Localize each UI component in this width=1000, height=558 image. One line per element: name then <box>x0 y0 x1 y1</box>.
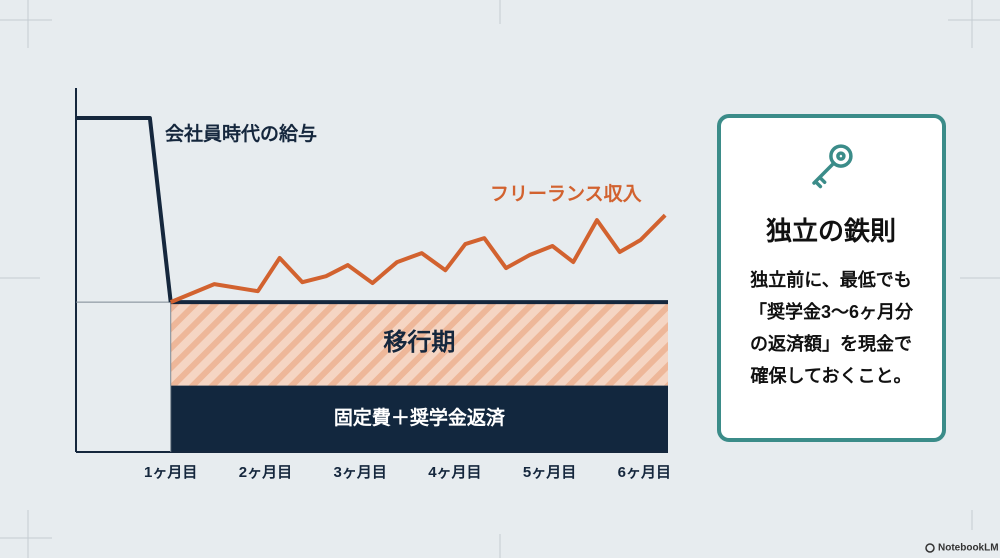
series-label: フリーランス収入 <box>490 182 642 205</box>
x-tick-label: 6ヶ月目 <box>618 464 671 481</box>
footer-label: NotebookLM <box>938 543 999 554</box>
x-tick-label: 2ヶ月目 <box>239 464 292 481</box>
x-tick-label: 3ヶ月目 <box>333 464 386 481</box>
footer: NotebookLM <box>925 543 999 554</box>
x-tick-label: 5ヶ月目 <box>523 464 576 481</box>
region <box>170 385 668 452</box>
card-body-line: 独立前に、最低でも <box>750 269 911 290</box>
series-line <box>169 213 667 304</box>
card-title: 独立の鉄則 <box>766 216 896 246</box>
card-body-line: 「奨学金3〜6ヶ月分 <box>749 301 914 322</box>
region-label: 移行期 <box>383 328 455 356</box>
x-tick-label: 4ヶ月目 <box>428 464 481 481</box>
footer-icon <box>925 543 935 553</box>
x-tick-label: 1ヶ月目 <box>144 464 197 481</box>
card-body-line: 確保しておくこと。 <box>750 365 912 386</box>
card-box <box>717 114 946 442</box>
key-icon <box>812 144 853 189</box>
region-label: 固定費＋奨学金返済 <box>334 406 506 429</box>
region <box>170 302 668 386</box>
series-line <box>76 115 173 303</box>
card-body-line: の返済額」を現金で <box>750 333 912 354</box>
series-label: 会社員時代の給与 <box>165 122 317 145</box>
info-card: 独立の鉄則 独立前に、最低でも 「奨学金3〜6ヶ月分 の返済額」を現金で 確保し… <box>717 114 946 442</box>
